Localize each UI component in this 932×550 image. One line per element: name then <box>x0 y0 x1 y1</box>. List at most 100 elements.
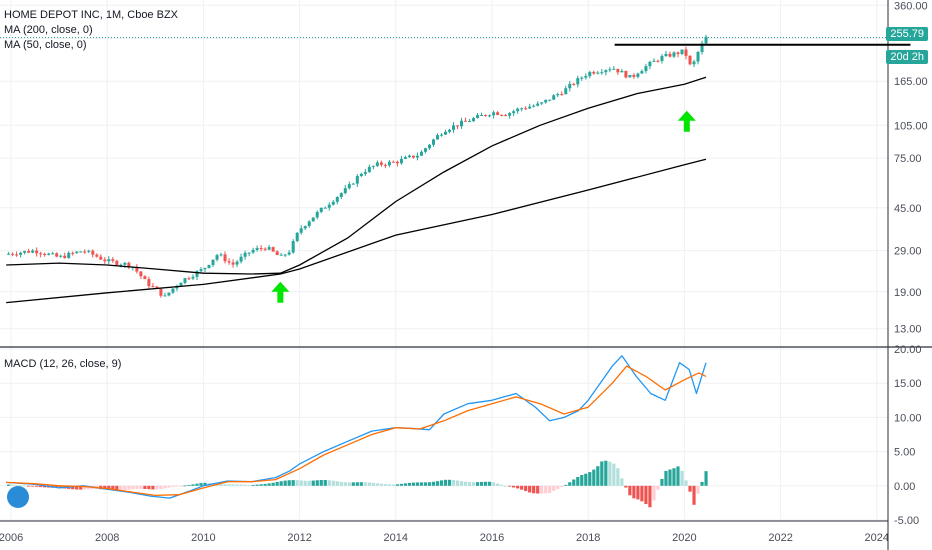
candle-body <box>516 108 520 112</box>
candle-body <box>103 259 107 262</box>
macd-histogram-bar <box>624 485 628 488</box>
macd-histogram-bar <box>143 485 147 489</box>
candle-body <box>435 135 439 140</box>
candle-body <box>155 286 159 289</box>
candle-body <box>223 254 227 262</box>
candle-body <box>235 261 239 265</box>
candle-body <box>391 161 395 163</box>
macd-histogram-bar <box>532 485 536 494</box>
time-tick-label: 2024 <box>865 532 889 544</box>
ma200-legend[interactable]: MA (200, close, 0) <box>4 24 93 36</box>
macd-histogram-bar <box>467 482 472 486</box>
candle-body <box>167 292 171 296</box>
candle-body <box>127 262 131 268</box>
candle-body <box>211 259 215 265</box>
candle-body <box>504 115 508 117</box>
macd-histogram-bar <box>648 485 652 508</box>
macd-histogram-bar <box>560 485 564 488</box>
candle-body <box>500 114 504 116</box>
macd-histogram-bar <box>199 483 203 486</box>
candle-body <box>580 77 584 79</box>
candle-body <box>55 253 59 257</box>
candle-body <box>47 253 51 255</box>
main-legend: HOME DEPOT INC, 1M, Cboe BZX MA (200, cl… <box>4 8 178 53</box>
candle-body <box>347 184 351 189</box>
macd-histogram-bar <box>6 484 11 486</box>
macd-histogram-bar <box>311 480 315 486</box>
macd-histogram-bar <box>371 482 375 486</box>
macd-histogram-bar <box>387 484 391 486</box>
candle-body <box>311 217 315 222</box>
macd-histogram-bar <box>307 480 311 486</box>
candle-body <box>484 114 488 116</box>
macd-histogram-bar <box>103 485 107 490</box>
candle-body <box>564 88 568 95</box>
macd-histogram-bar <box>195 483 199 486</box>
candle-body <box>327 204 331 208</box>
macd-histogram-bar <box>291 480 295 486</box>
macd-histogram-bar <box>524 485 528 492</box>
macd-histogram-bar <box>339 481 343 486</box>
candle-body <box>11 253 15 255</box>
macd-histogram-bar <box>347 482 351 486</box>
macd-tick-label: 5.00 <box>894 447 915 459</box>
candle-body <box>27 251 31 253</box>
candle-body <box>207 264 211 268</box>
candle-body <box>15 254 19 256</box>
candle-body <box>419 151 423 156</box>
macd-histogram-bar <box>19 485 23 487</box>
candle-body <box>19 252 23 255</box>
candle-body <box>628 74 632 78</box>
candle-body <box>648 61 652 67</box>
macd-histogram-bar <box>375 483 379 486</box>
macd-histogram-bar <box>612 463 616 486</box>
ma50-line <box>6 76 707 275</box>
symbol-title[interactable]: HOME DEPOT INC, 1M, Cboe BZX <box>4 9 179 21</box>
candle-body <box>411 155 415 158</box>
candle-body <box>111 259 115 261</box>
candle-body <box>427 144 431 149</box>
macd-histogram-bar <box>500 484 504 486</box>
macd-histogram-bar <box>123 485 127 491</box>
macd-histogram-bar <box>211 483 215 486</box>
macd-tick-label: 0.00 <box>894 481 915 493</box>
candle-body <box>431 139 435 145</box>
price-tick-label: 19.00 <box>894 287 922 299</box>
candle-body <box>283 254 287 256</box>
macd-histogram-bar <box>319 480 323 486</box>
price-tick-label: 105.00 <box>894 120 928 132</box>
macd-legend-label[interactable]: MACD (12, 26, close, 9) <box>4 358 122 370</box>
macd-histogram-bar <box>431 481 436 486</box>
time-tick-label: 2020 <box>672 532 696 544</box>
candle-body <box>476 115 480 119</box>
candle-body <box>387 161 391 166</box>
candle-body <box>496 112 500 115</box>
macd-histogram-bar <box>343 482 347 486</box>
macd-histogram-bar <box>263 483 267 486</box>
candle-body <box>299 228 303 233</box>
macd-histogram-bar <box>556 485 560 489</box>
candle-body <box>43 254 47 256</box>
tradingview-logo-icon[interactable] <box>7 486 29 508</box>
macd-histogram-bar <box>684 480 688 486</box>
macd-histogram-bar <box>231 484 235 486</box>
macd-histogram-bar <box>163 485 167 489</box>
candle-body <box>291 241 295 253</box>
macd-histogram-bar <box>552 485 556 491</box>
macd-histogram-bar <box>203 482 207 486</box>
candle-body <box>468 121 472 123</box>
ma50-legend[interactable]: MA (50, close, 0) <box>4 39 87 51</box>
macd-histogram-bar <box>700 481 704 486</box>
macd-histogram-bar <box>187 484 191 486</box>
macd-histogram-bar <box>283 480 287 486</box>
candle-body <box>23 251 27 253</box>
candle-body <box>488 115 492 117</box>
candle-body <box>572 83 576 85</box>
candle-body <box>616 68 620 73</box>
candle-body <box>524 108 528 110</box>
candle-body <box>540 102 544 104</box>
candle-body <box>680 49 684 55</box>
macd-histogram-bar <box>267 483 271 486</box>
macd-histogram-bar <box>419 482 424 486</box>
